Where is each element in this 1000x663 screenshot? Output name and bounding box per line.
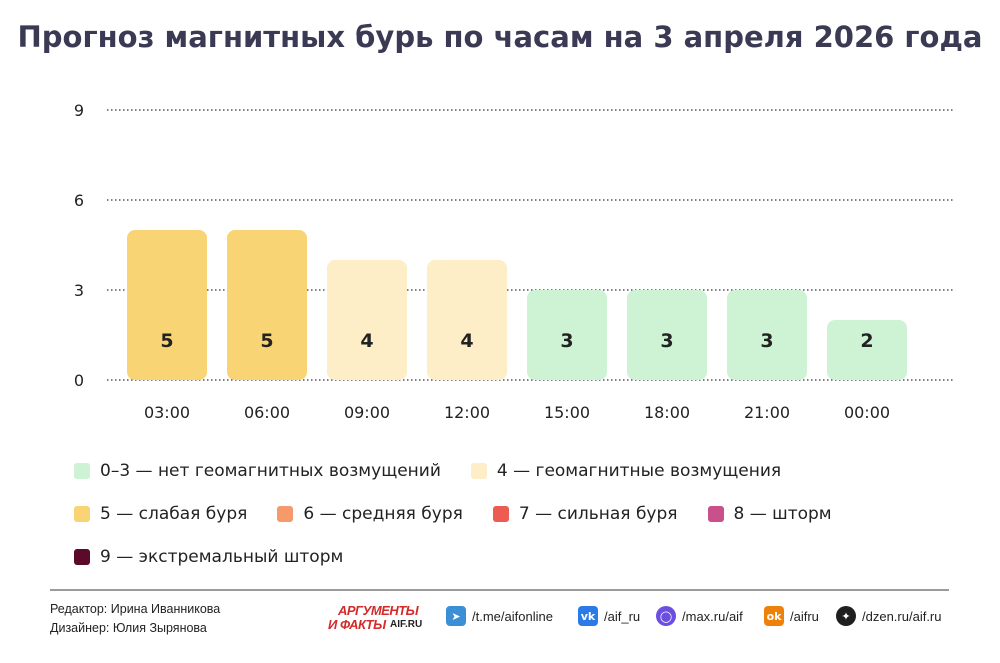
bar xyxy=(127,230,207,380)
social-link-text: /aifru xyxy=(790,608,819,624)
social-link-max[interactable]: ◯ /max.ru/aif xyxy=(656,606,743,626)
footer-divider xyxy=(50,589,949,591)
legend-item: 8 — шторм xyxy=(707,504,832,524)
bar xyxy=(527,290,607,380)
legend-swatch xyxy=(74,463,90,479)
legend-swatch xyxy=(470,463,487,479)
legend-swatch xyxy=(707,506,724,522)
x-tick-label: 21:00 xyxy=(744,403,790,422)
y-tick-label: 6 xyxy=(74,191,84,210)
x-tick-label: 15:00 xyxy=(544,403,590,422)
legend-label: 9 — экстремальный шторм xyxy=(100,547,344,567)
legend-swatch xyxy=(74,549,90,565)
legend-item: 5 — слабая буря xyxy=(74,504,247,524)
chart-title: Прогноз магнитных бурь по часам на 3 апр… xyxy=(17,20,983,54)
legend-item: 4 — геомагнитные возмущения xyxy=(470,461,782,481)
odnoklassniki-icon: ok xyxy=(764,606,784,626)
legend-label: 0–3 — нет геомагнитных возмущений xyxy=(100,461,441,481)
social-link-text: /t.me/aifonline xyxy=(472,608,553,624)
legend-label: 4 — геомагнитные возмущения xyxy=(496,461,782,481)
bar xyxy=(427,260,507,380)
legend-item: 6 — средняя буря xyxy=(277,504,463,524)
social-link-text: /dzen.ru/aif.ru xyxy=(862,608,942,624)
data-label: 2 xyxy=(860,330,873,352)
data-label: 3 xyxy=(560,330,573,352)
bar xyxy=(827,320,907,380)
social-link-telegram[interactable]: ➤ /t.me/aifonline xyxy=(446,606,553,626)
aif-logo[interactable]: АРГУМЕНТЫ И ФАКТЫ AIF.RU xyxy=(326,603,434,633)
logo-line-3: AIF.RU xyxy=(390,619,423,630)
legend-label: 6 — средняя буря xyxy=(303,504,463,524)
legend-row-1: 0–3 — нет геомагнитных возмущений 4 — ге… xyxy=(74,458,954,484)
editor-credit: Редактор: Ирина Иванникова xyxy=(50,602,221,616)
data-label: 3 xyxy=(760,330,773,352)
x-tick-label: 00:00 xyxy=(844,403,890,422)
social-link-dzen[interactable]: ✦ /dzen.ru/aif.ru xyxy=(836,606,942,626)
bar xyxy=(627,290,707,380)
legend-row-3: 9 — экстремальный шторм xyxy=(74,544,954,570)
telegram-icon: ➤ xyxy=(446,606,466,626)
legend-swatch xyxy=(74,506,90,522)
vk-icon: vk xyxy=(578,606,598,626)
legend-swatch xyxy=(277,506,294,522)
bar xyxy=(327,260,407,380)
social-link-text: /aif_ru xyxy=(604,608,641,624)
legend-label: 8 — шторм xyxy=(733,504,832,524)
data-label: 4 xyxy=(360,330,373,352)
legend-row-2: 5 — слабая буря 6 — средняя буря 7 — сил… xyxy=(74,501,954,527)
dzen-icon: ✦ xyxy=(836,606,856,626)
legend-item: 7 — сильная буря xyxy=(492,504,678,524)
legend: 0–3 — нет геомагнитных возмущений 4 — ге… xyxy=(74,458,954,587)
legend-label: 5 — слабая буря xyxy=(100,504,248,524)
data-label: 5 xyxy=(160,330,173,352)
social-link-vk[interactable]: vk /aif_ru xyxy=(578,606,640,626)
data-label: 4 xyxy=(460,330,473,352)
x-tick-label: 03:00 xyxy=(144,403,190,422)
legend-label: 7 — сильная буря xyxy=(518,504,678,524)
x-tick-label: 12:00 xyxy=(444,403,490,422)
legend-item: 9 — экстремальный шторм xyxy=(74,547,343,567)
y-tick-label: 9 xyxy=(74,101,84,120)
legend-item: 0–3 — нет геомагнитных возмущений xyxy=(74,461,441,481)
x-tick-label: 09:00 xyxy=(344,403,390,422)
credits: Редактор: Ирина Иванникова Дизайнер: Юли… xyxy=(50,600,220,638)
designer-credit: Дизайнер: Юлия Зырянова xyxy=(50,621,207,635)
social-link-ok[interactable]: ok /aifru xyxy=(764,606,819,626)
logo-line-1: АРГУМЕНТЫ xyxy=(338,603,419,618)
data-label: 5 xyxy=(260,330,273,352)
max-icon: ◯ xyxy=(656,606,676,626)
bar xyxy=(227,230,307,380)
y-tick-label: 0 xyxy=(74,371,84,390)
bar-chart: 0 3 6 9 5 03:00 5 06:00 4 09:00 4 12:00 3 15:00 3 18:00… xyxy=(74,101,955,422)
data-label: 3 xyxy=(660,330,673,352)
legend-swatch xyxy=(492,506,509,522)
y-tick-label: 3 xyxy=(74,281,84,300)
x-tick-label: 06:00 xyxy=(244,403,290,422)
x-tick-label: 18:00 xyxy=(644,403,690,422)
social-link-text: /max.ru/aif xyxy=(682,608,743,624)
bar xyxy=(727,290,807,380)
logo-line-2: И ФАКТЫ xyxy=(328,617,386,632)
